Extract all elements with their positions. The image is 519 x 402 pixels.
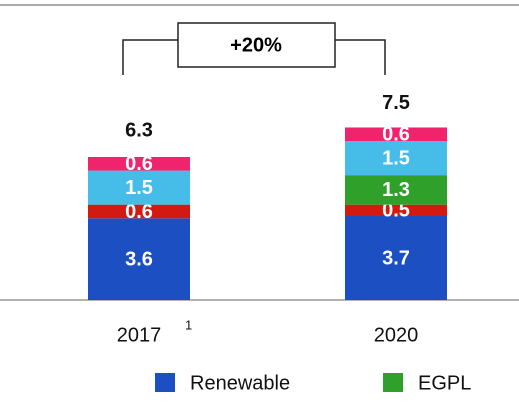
bracket-right xyxy=(335,39,386,75)
footnote-mark: 1 xyxy=(185,317,192,332)
annotation: +20% xyxy=(230,34,282,56)
total-label: 6.3 xyxy=(125,119,153,141)
bar-segment xyxy=(345,204,447,217)
segment-label: 1.3 xyxy=(382,179,410,201)
legend-label: Renewable xyxy=(190,372,290,394)
segment-label: 0.5 xyxy=(382,200,410,222)
segment-label: 3.6 xyxy=(125,248,153,270)
total-label: 7.5 xyxy=(382,92,410,114)
segment-label: 0.6 xyxy=(125,153,153,175)
x-tick-label: 2020 xyxy=(374,324,419,346)
bar-segment xyxy=(88,204,190,219)
annotation-box xyxy=(177,22,336,68)
segment-label: 1.5 xyxy=(125,177,153,199)
legend-swatch xyxy=(383,373,403,392)
segment-label: 0.6 xyxy=(382,124,410,146)
bar-segment xyxy=(345,175,447,205)
segment-label: 3.7 xyxy=(382,247,410,269)
bar-segment xyxy=(88,156,190,171)
legend-swatch xyxy=(155,373,175,392)
x-tick-label: 2017 xyxy=(117,324,162,346)
bar-segment xyxy=(345,127,447,142)
segment-label: 1.5 xyxy=(382,147,410,169)
bar-segment xyxy=(88,218,190,300)
bar-segment xyxy=(345,141,447,176)
segment-label: 0.6 xyxy=(125,201,153,223)
legend-label: EGPL xyxy=(418,372,471,394)
bar-segment xyxy=(345,216,447,300)
bracket-left xyxy=(122,39,178,75)
bar-segment xyxy=(88,170,190,205)
